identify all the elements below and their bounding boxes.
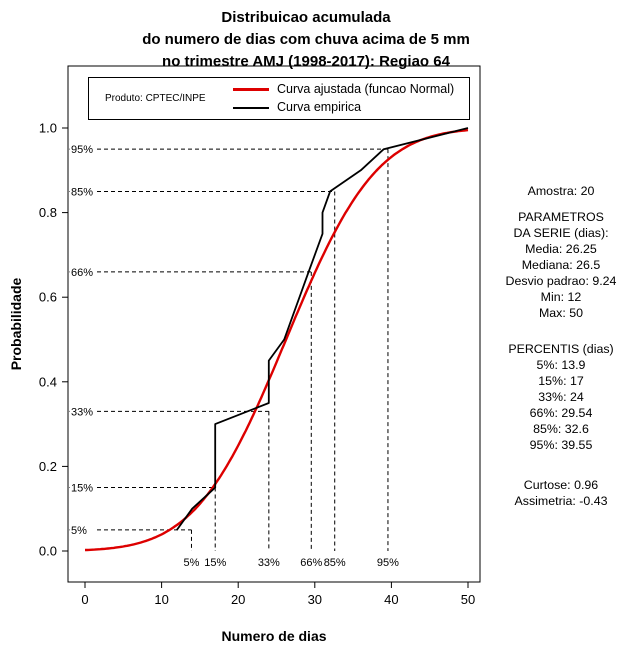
param-line: Media: 26.25 [525,242,597,256]
percentis-title: PERCENTIS (dias) [508,342,614,356]
percentile-x-label: 5% [184,557,200,569]
legend-entry-fitted: Curva ajustada (funcao Normal) [233,82,454,97]
param-line: Max: 50 [538,306,584,320]
percentile-label-bg [69,523,96,537]
percentile-x-label: 33% [258,557,280,569]
percentile-x-label: 15% [204,557,226,569]
percentile-y-label: 15% [71,483,93,495]
percentil-line: 85%: 32.6 [533,422,589,436]
fitted-normal-curve [85,128,469,552]
param-line: Min: 12 [540,290,582,304]
x-axis: 0 10 20 30 40 50 [81,582,475,607]
sample-size-label: Amostra: 20 [527,184,595,198]
percentile-label-bg [69,184,96,198]
stats-gap [483,453,639,477]
y-tick-label: 0.8 [39,205,57,220]
x-tick-label: 10 [154,592,168,607]
percentis-list: 5%: 13.9 15%: 17 33%: 24 66%: 29.54 85%: 32.… [483,357,639,453]
percentile-label-bg [69,404,96,418]
chart-title-line1: Distribuicao acumulada [221,9,391,26]
params-list: Media: 26.25 Mediana: 26.5 Desvio padrao: … [483,241,639,321]
x-tick-label: 20 [231,592,245,607]
fitted-curve-swatch [233,88,269,91]
y-tick-label: 0.6 [39,290,57,305]
percentile-x-label: 85% [324,557,346,569]
percentile-label-bg [69,142,96,156]
legend-entry-fitted-label: Curva ajustada (funcao Normal) [277,82,455,96]
percentile-label-bg [69,265,96,279]
y-tick-label: 0.0 [39,544,57,559]
legend-entry-empirical-label: Curva empirica [277,100,362,114]
param-line: Mediana: 26.5 [521,258,601,272]
percentile-x-label: 66% [300,557,322,569]
empirical-curve [176,127,469,531]
chart-title-line3: no trimestre AMJ (1998-2017): Regiao 64 [162,53,450,70]
assimetria-label: Assimetria: -0.43 [514,494,608,508]
params-title-line2: DA SERIE (dias): [513,226,609,240]
legend-box: Produto: CPTEC/INPE Curva ajustada (func… [88,77,470,120]
x-tick-label: 50 [461,592,475,607]
x-tick-label: 30 [308,592,322,607]
y-axis-title: Probabilidade [8,278,24,371]
percentile-y-label: 85% [71,186,93,198]
percentile-y-label: 5% [71,525,87,537]
legend-entry-empirical: Curva empirica [233,100,454,115]
percentil-line: 66%: 29.54 [529,406,593,420]
percentil-line: 5%: 13.9 [536,358,586,372]
plot-box [67,65,481,583]
legend-entries: Curva ajustada (funcao Normal) Curva emp… [233,82,454,115]
x-tick-label: 0 [81,592,88,607]
x-tick-label: 40 [384,592,398,607]
percentile-y-label: 95% [71,144,93,156]
chart-title: Distribuicao acumulada do numero de dias… [0,7,612,73]
percentil-line: 33%: 24 [538,390,584,404]
percentile-y-label: 33% [71,406,93,418]
legend-product-label: Produto: CPTEC/INPE [105,93,206,104]
curtose-label: Curtose: 0.96 [523,478,599,492]
percentile-y-label: 66% [71,267,93,279]
param-line: Desvio padrao: 9.24 [505,274,617,288]
chart-title-line2: do numero de dias com chuva acima de 5 m… [142,31,470,48]
percentil-line: 95%: 39.55 [529,438,593,452]
curves [85,127,469,552]
percentile-guides [69,148,389,551]
stats-gap [483,321,639,341]
percentil-line: 15%: 17 [538,374,584,388]
params-title-line1: PARAMETROS [518,210,604,224]
stats-panel: Amostra: 20 PARAMETROS DA SERIE (dias): … [483,183,639,509]
y-tick-label: 1.0 [39,121,57,136]
stats-gap [483,199,639,209]
y-tick-label: 0.2 [39,459,57,474]
x-axis-title: Numero de dias [221,628,326,644]
percentile-label-bg [69,481,96,495]
percentile-x-label: 95% [377,557,399,569]
percentile-labels: 5%5%15%15%33%33%66%66%85%85%95%95% [69,142,399,569]
empirical-curve-swatch [233,106,269,109]
y-axis: 0.0 0.2 0.4 0.6 0.8 1.0 [39,121,68,559]
y-tick-label: 0.4 [39,374,57,389]
